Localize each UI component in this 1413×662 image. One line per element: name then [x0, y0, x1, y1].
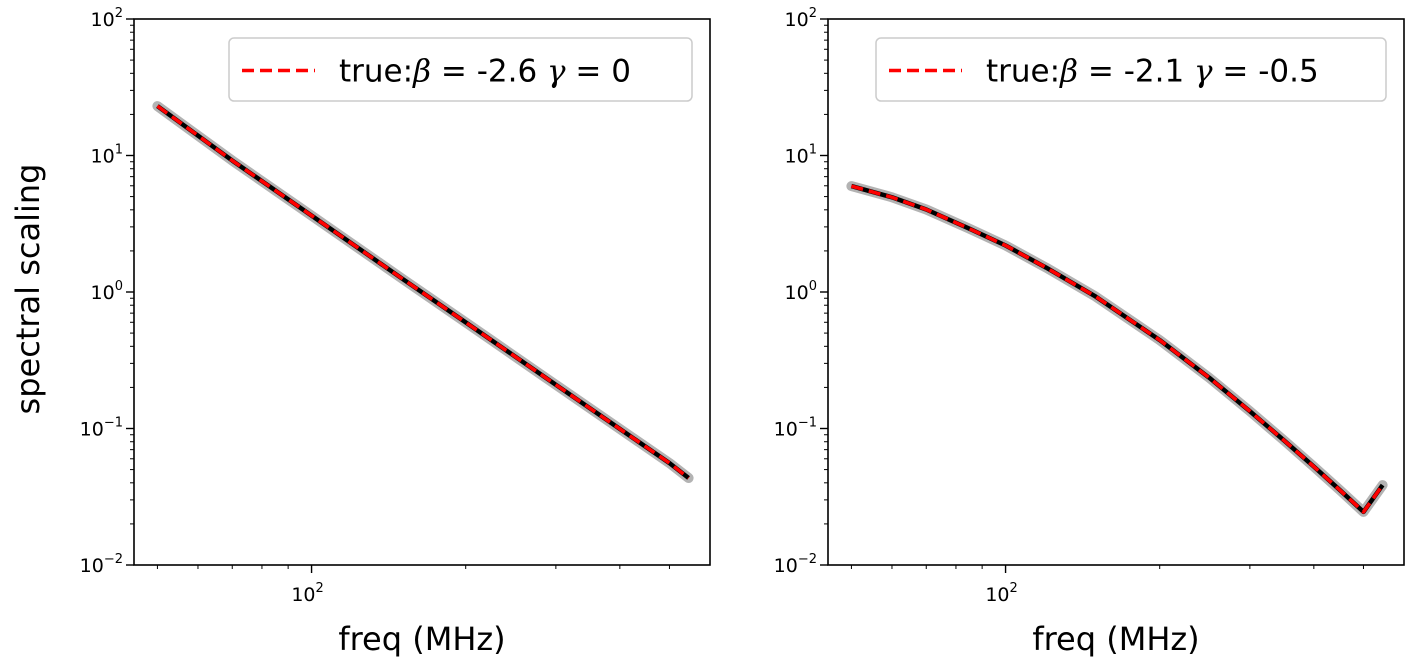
legend: true:β = -2.1 γ = -0.5	[875, 37, 1387, 102]
y-tick-label: 100	[91, 279, 123, 304]
x-tick-label: 102	[291, 581, 323, 606]
y-tick-label: 101	[91, 143, 123, 168]
y-tick-label: 10−1	[80, 416, 123, 441]
legend-box	[228, 37, 693, 102]
legend-box	[875, 37, 1387, 102]
y-tick-label: 100	[785, 279, 817, 304]
y-axis-label: spectral scaling	[9, 164, 47, 415]
series-line-true	[850, 184, 1385, 514]
legend: true:β = -2.6 γ = 0	[228, 37, 693, 102]
y-tick-label: 102	[91, 6, 123, 31]
series-uncertainty-band	[846, 181, 1388, 517]
y-tick-label: 10−2	[80, 552, 123, 577]
series-line-true	[156, 104, 690, 480]
x-axis-label: freq (MHz)	[338, 620, 505, 658]
x-tick-label: 102	[985, 581, 1017, 606]
chart-panel-1: 10−2 10−1 100 101 102 102 freq (MHz) spectral s…	[9, 6, 711, 658]
legend-label: true:β = -2.6 γ = 0	[339, 54, 631, 90]
y-tick-label: 10−2	[774, 552, 817, 577]
y-tick-label: 101	[785, 143, 817, 168]
x-axis-label: freq (MHz)	[1032, 620, 1199, 658]
y-tick-label: 10−1	[774, 416, 817, 441]
y-tick-label: 102	[785, 6, 817, 31]
chart-panel-2: 10−2 10−1 100 101 102 102 freq (MHz) true:β = -…	[774, 6, 1405, 658]
legend-label: true:β = -2.1 γ = -0.5	[986, 54, 1319, 90]
